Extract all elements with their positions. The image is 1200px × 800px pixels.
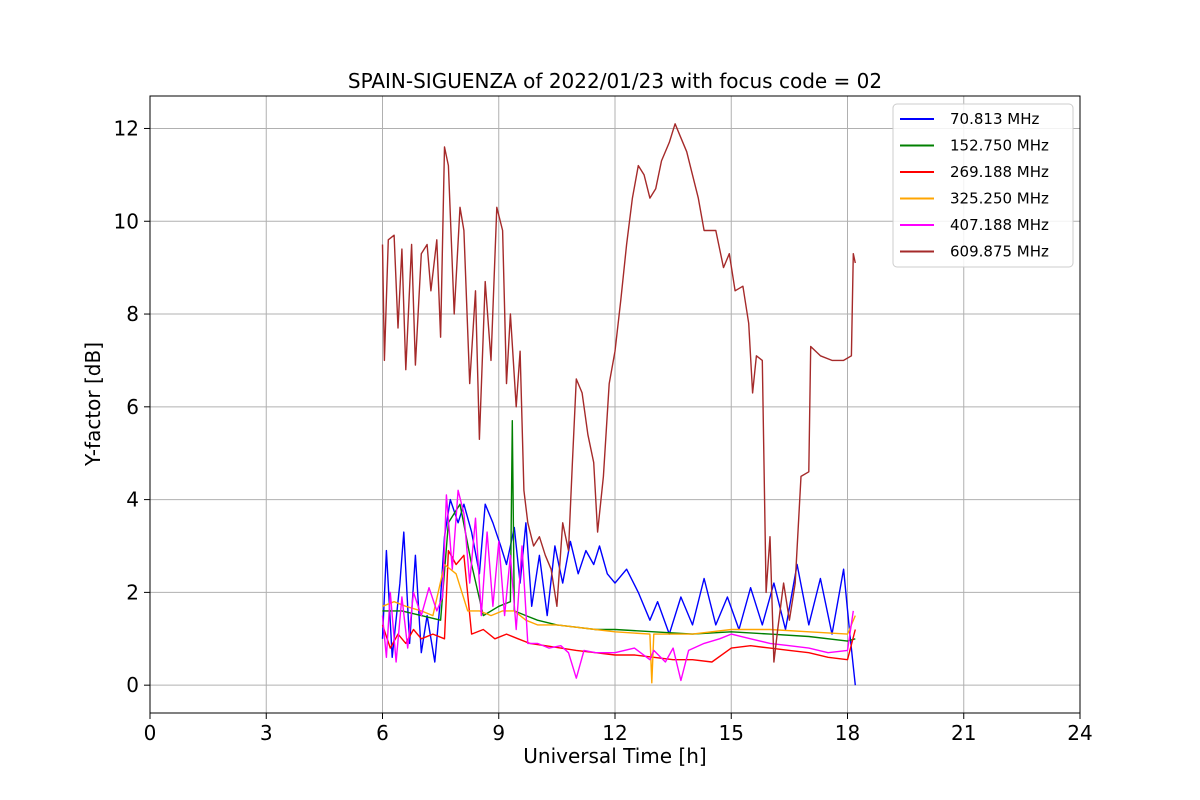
y-axis-title: Y-factor [dB] (81, 342, 105, 467)
legend-label: 269.188 MHz (950, 163, 1049, 181)
y-tick-label: 4 (126, 488, 139, 512)
y-tick-label: 8 (126, 302, 139, 326)
x-axis-title: Universal Time [h] (523, 744, 706, 768)
chart-title: SPAIN-SIGUENZA of 2022/01/23 with focus … (348, 69, 882, 93)
legend-label: 70.813 MHz (950, 110, 1039, 128)
x-tick-label: 6 (376, 721, 389, 745)
legend: 70.813 MHz 152.750 MHz 269.188 MHz 325.250 … (892, 103, 1074, 268)
x-tick-label: 0 (144, 721, 157, 745)
series-line-1 (381, 498, 856, 686)
series-line-5 (381, 489, 854, 682)
y-tick-label: 6 (126, 395, 139, 419)
series-line-4 (382, 563, 856, 684)
y-tick-label: 0 (126, 673, 139, 697)
legend-box (892, 103, 1074, 268)
x-tick-label: 15 (719, 721, 744, 745)
x-tick-label: 18 (835, 721, 860, 745)
x-tick-label: 9 (492, 721, 505, 745)
series-line-3 (381, 549, 856, 663)
legend-label: 609.875 MHz (950, 243, 1049, 261)
y-tick-label: 10 (114, 209, 139, 233)
legend-label: 325.250 MHz (950, 190, 1049, 208)
x-tick-label: 3 (260, 721, 273, 745)
legend-label: 152.750 MHz (950, 137, 1049, 155)
x-tick-label: 21 (951, 721, 976, 745)
series-layer (381, 123, 856, 686)
series-line-6 (381, 123, 856, 663)
x-tick-label: 12 (602, 721, 627, 745)
y-tick-label: 12 (114, 116, 139, 140)
x-tick-label: 24 (1067, 721, 1092, 745)
y-tick-label: 2 (126, 580, 139, 604)
legend-label: 407.188 MHz (950, 216, 1049, 234)
